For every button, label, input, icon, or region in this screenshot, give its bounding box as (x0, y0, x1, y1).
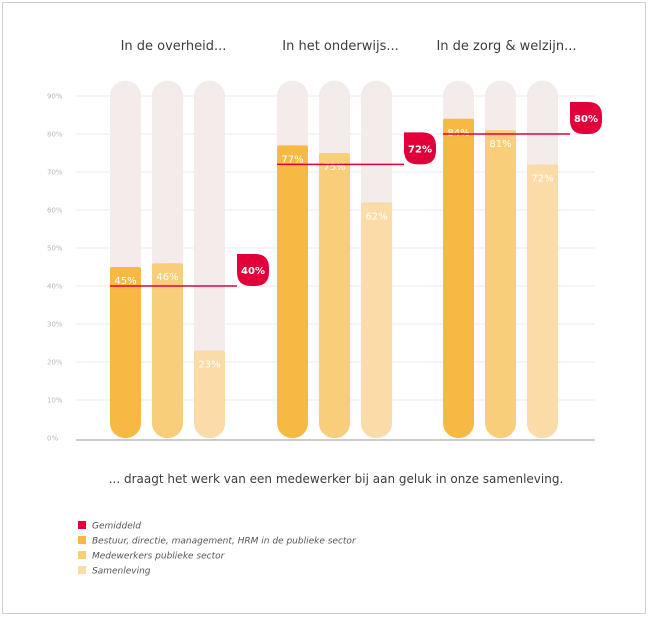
bar-value-label: 81% (489, 139, 511, 150)
legend-label: Bestuur, directie, management, HRM in de… (92, 537, 357, 547)
bar-fill (194, 358, 225, 423)
legend-label: Gemiddeld (92, 522, 141, 532)
bar-top (443, 118, 474, 127)
average-badge (237, 254, 269, 286)
x-axis-caption: ... draagt het werk van een medewerker b… (109, 472, 564, 486)
legend-label: Samenleving (92, 567, 151, 577)
y-axis-ticks: 0% 10% 20% 30% 40% 50% 60% 70% 80% 90% (47, 93, 63, 443)
group-title: In de zorg & welzijn... (436, 39, 576, 54)
bar-value-label: 75% (323, 162, 345, 173)
y-tick-label: 50% (47, 245, 63, 253)
bar-fill (485, 138, 516, 423)
bar-value-label: 62% (365, 211, 387, 222)
legend: Gemiddeld Bestuur, directie, management, … (78, 521, 357, 577)
bar-fill (277, 153, 308, 423)
bar-top (319, 153, 350, 161)
y-tick-label: 0% (47, 435, 58, 443)
average-value-label: 40% (241, 266, 265, 277)
bar-fill (152, 271, 183, 423)
bar-fill (527, 172, 558, 423)
group-titles: In de overheid... In het onderwijs... In d… (121, 39, 577, 54)
bar-top (277, 145, 308, 154)
bar-fill (110, 275, 141, 423)
bar-fill (443, 126, 474, 424)
y-tick-label: 80% (47, 131, 63, 139)
average-badge (570, 102, 602, 134)
group-title: In de overheid... (121, 39, 227, 54)
y-tick-label: 60% (47, 207, 63, 215)
bar-value-label: 46% (156, 272, 178, 283)
bar-top (527, 164, 558, 173)
bar-track (194, 80, 225, 439)
bar-top (152, 263, 183, 272)
y-tick-label: 20% (47, 359, 63, 367)
legend-swatch (78, 536, 86, 544)
bar-value-label: 77% (281, 154, 303, 165)
y-tick-label: 30% (47, 321, 63, 329)
y-tick-label: 40% (47, 283, 63, 291)
average-value-label: 80% (574, 114, 598, 125)
bar-value-label: 72% (531, 173, 553, 184)
bar-value-label: 23% (198, 360, 220, 371)
bar-top (110, 267, 141, 275)
bar-value-label: 45% (114, 276, 136, 287)
bar-top (361, 202, 392, 211)
legend-swatch (78, 521, 86, 529)
legend-label: Medewerkers publieke sector (92, 552, 226, 562)
legend-swatch (78, 551, 86, 559)
bar-fill (319, 161, 350, 423)
y-tick-label: 90% (47, 93, 63, 101)
average-value-label: 72% (408, 144, 432, 155)
bars: 45%77%84%46%75%81%23%62%72% (110, 80, 558, 439)
bar-fill (361, 210, 392, 423)
y-tick-label: 10% (47, 397, 63, 405)
legend-swatch (78, 566, 86, 574)
bar-top (194, 350, 225, 359)
group-title: In het onderwijs... (282, 39, 399, 54)
average-lines: 40% 72% 80% (110, 102, 602, 287)
average-badge (404, 132, 436, 165)
y-tick-label: 70% (47, 169, 63, 177)
